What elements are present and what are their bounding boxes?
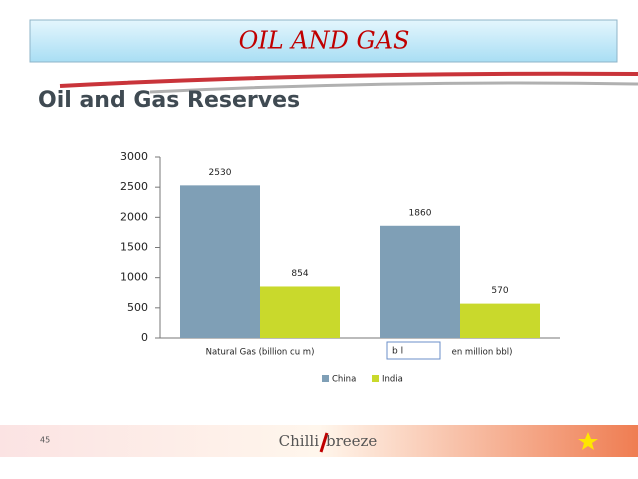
value-label: 2530 [209, 168, 232, 178]
bar [260, 286, 340, 338]
footer-band [0, 425, 638, 457]
header-banner [29, 19, 618, 63]
y-tick-label: 3000 [120, 150, 148, 163]
y-tick-label: 0 [141, 331, 148, 344]
overlay-text: b l [392, 347, 403, 357]
logo-right: breeze [326, 432, 377, 450]
bar [180, 185, 260, 338]
value-label: 570 [491, 286, 508, 296]
legend-swatch [322, 375, 329, 382]
x-tick-label: Natural Gas (billion cu m) [206, 348, 315, 358]
legend-label: India [382, 375, 403, 385]
logo-slash [319, 432, 329, 453]
page-number: 45 [40, 436, 50, 445]
value-label: 854 [291, 269, 308, 279]
bar [460, 303, 540, 338]
y-tick-label: 500 [127, 301, 148, 314]
y-tick-label: 2000 [120, 210, 148, 223]
plot: 0 500 1000 1500 2000 2500 3000 Natural Gas (bil… [120, 150, 540, 385]
star [578, 432, 598, 450]
chart-title: Oil and Gas Reserves [38, 88, 300, 113]
legend-label: China [332, 375, 356, 385]
bar [380, 225, 460, 338]
overlay-box [386, 341, 441, 360]
y-tick-label: 2500 [120, 180, 148, 193]
value-label: 1860 [409, 208, 432, 218]
swoosh-gray [149, 81, 638, 94]
x-tick-label: en million bbl) [452, 348, 513, 358]
swoosh-red [59, 71, 638, 88]
legend-swatch [372, 375, 379, 382]
y-tick-label: 1500 [120, 241, 148, 254]
logo-left: Chilli [279, 432, 320, 450]
header-title: OIL AND GAS [239, 27, 410, 55]
y-tick-label: 1000 [120, 271, 148, 284]
